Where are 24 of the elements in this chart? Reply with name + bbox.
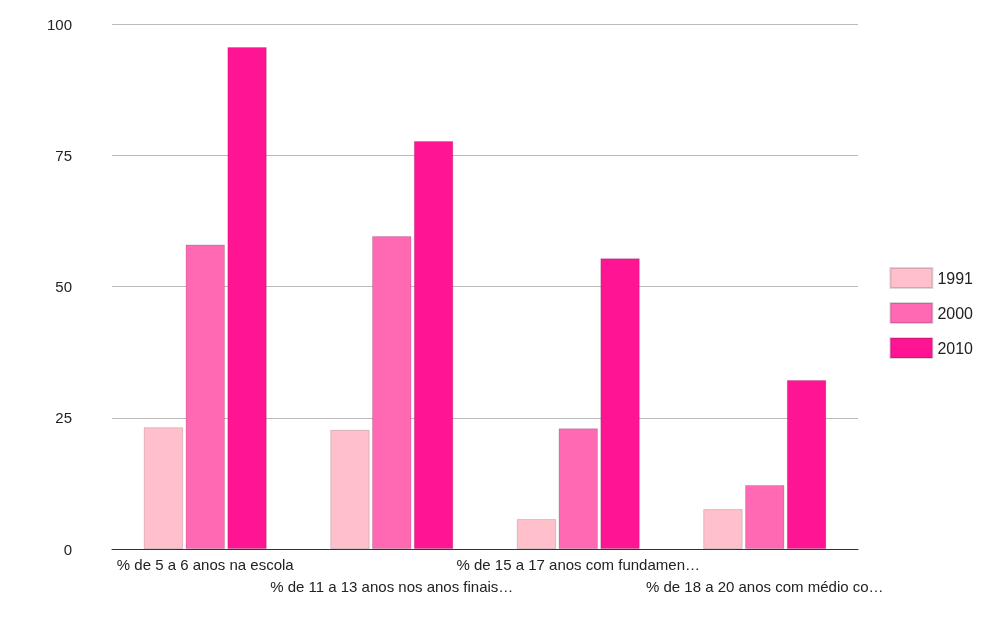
bar: [413, 141, 454, 549]
bar: [600, 258, 640, 549]
bar: [558, 428, 598, 549]
bar: [786, 379, 827, 549]
x-tick-label: % de 18 a 20 anos com médio co…: [645, 577, 884, 595]
y-tick-label: 100: [46, 15, 72, 33]
x-tick-label: % de 5 a 6 anos na escola: [116, 555, 295, 573]
bar: [516, 519, 557, 549]
bar: [330, 429, 370, 549]
x-tick-label: % de 15 a 17 anos com fundamen…: [456, 555, 700, 573]
bar: [703, 509, 743, 549]
bar: [143, 427, 184, 549]
legend-label: 1991: [937, 269, 974, 287]
bar: [227, 47, 267, 549]
y-tick-label: 25: [55, 409, 72, 427]
legend-label: 2010: [937, 339, 974, 357]
y-tick-label: 0: [63, 540, 72, 558]
legend-label: 2000: [937, 304, 974, 322]
bar: [185, 244, 225, 549]
y-tick-label: 50: [55, 278, 72, 295]
x-tick-label: % de 11 a 13 anos nos anos finais…: [270, 577, 514, 595]
bar: [745, 484, 785, 549]
y-tick-label: 75: [55, 146, 72, 164]
bar: [372, 236, 412, 549]
